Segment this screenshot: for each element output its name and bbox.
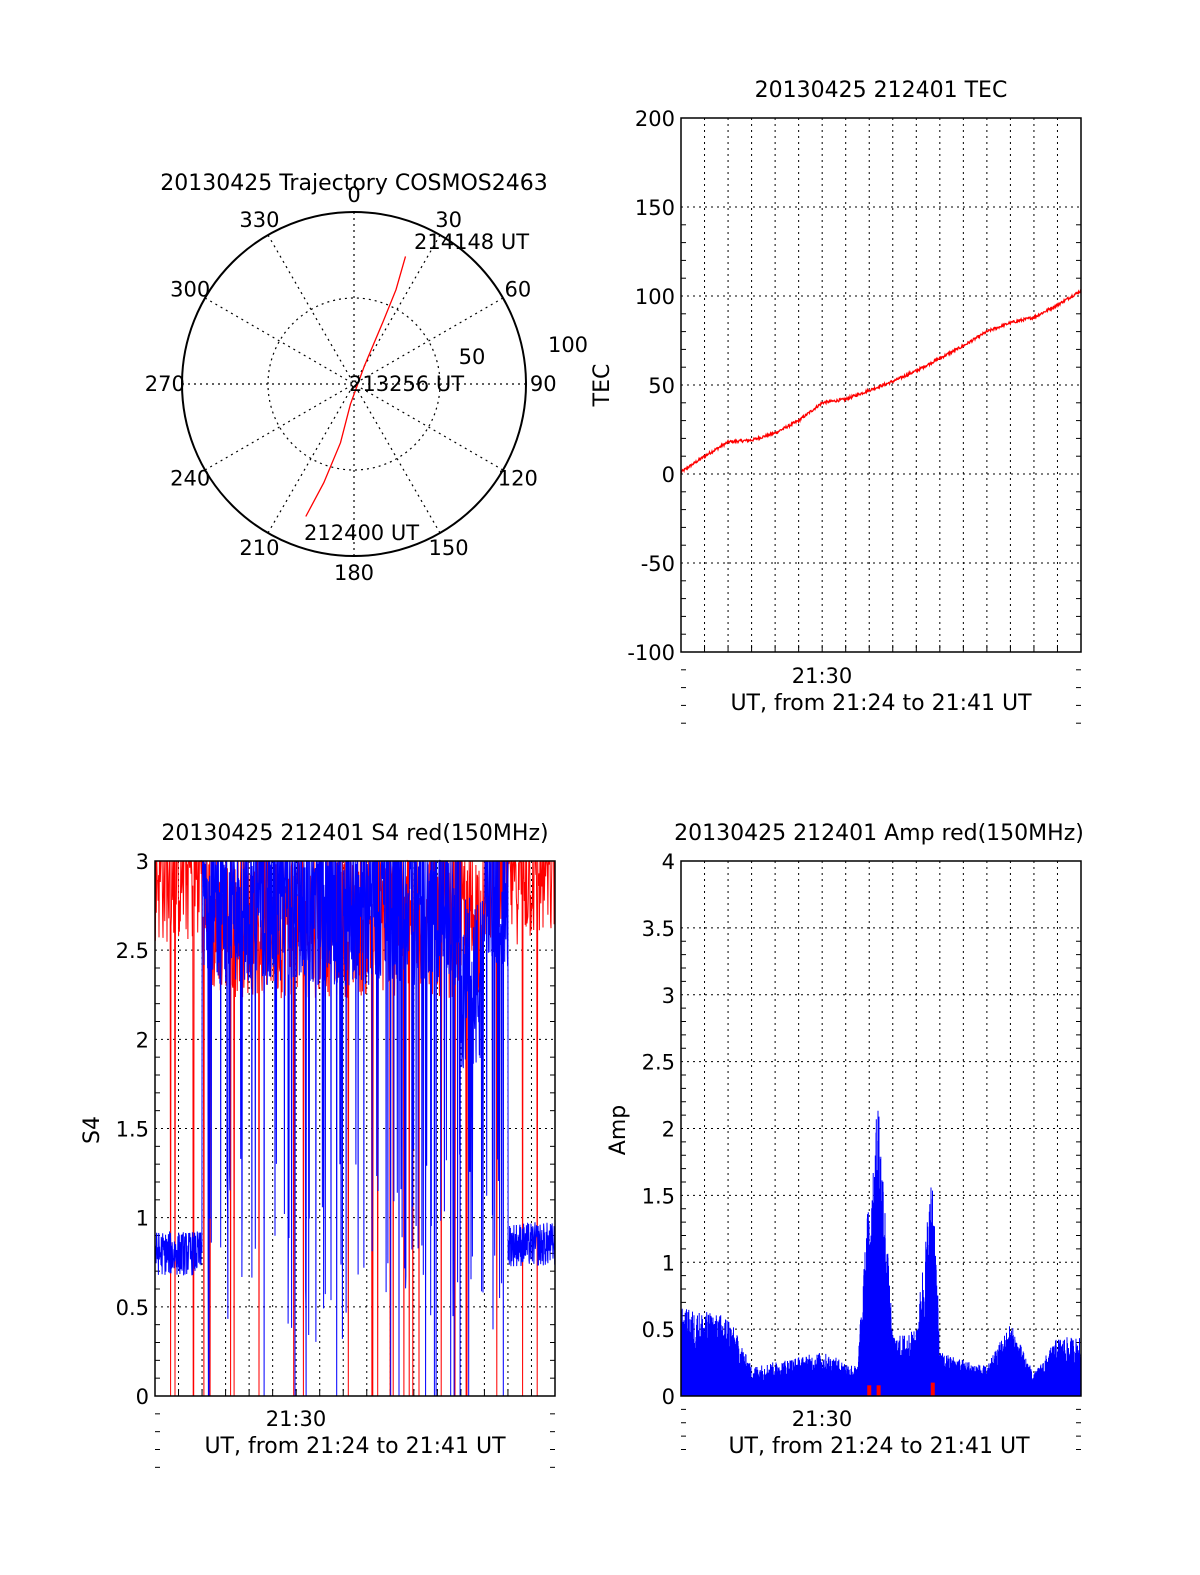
- s4-panel: 20130425 212401 S4 red(150MHz) 3 2.5 2 1.5 1…: [80, 821, 556, 1468]
- polar-panel: 20130425 Trajectory COSMOS2463 0 30 60 90 12…: [145, 171, 588, 585]
- s4-y-tick-label: 1.5: [116, 1118, 149, 1142]
- polar-azimuth-label-240: 240: [170, 467, 210, 491]
- amp-y-axis-label: Amp: [606, 1105, 631, 1155]
- s4-y-tick-labels: 3 2.5 2 1.5 1 0.5 0: [116, 850, 149, 1409]
- s4-grid: [155, 861, 555, 1468]
- amp-y-tick-label: 3: [662, 984, 675, 1008]
- polar-azimuth-label-0: 0: [347, 183, 360, 207]
- s4-y-tick-label: 2.5: [116, 939, 149, 963]
- amp-y-tick-label: 2: [662, 1118, 675, 1142]
- amp-series-traces: [680, 1110, 1082, 1396]
- s4-y-tick-label: 0.5: [116, 1296, 149, 1320]
- polar-azimuth-labels: 0 30 60 90 120 150 180 210 240 270 300 330: [145, 183, 557, 585]
- tec-y-tick-label: 0: [662, 463, 675, 487]
- amp-y-tick-label: 3.5: [642, 917, 675, 941]
- amp-y-tick-labels: 4 3.5 3 2.5 2 1.5 1 0.5 0: [642, 850, 675, 1409]
- polar-azimuth-label-120: 120: [498, 467, 538, 491]
- amp-blue-trace: [680, 1110, 1082, 1396]
- tec-plot-frame: [680, 117, 1082, 653]
- amp-y-tick-label: 4: [662, 850, 675, 874]
- s4-y-tick-label: 2: [136, 1028, 149, 1052]
- polar-azimuth-label-60: 60: [504, 277, 531, 301]
- tec-series-line: [680, 289, 1082, 474]
- polar-annotation-end: 214148 UT: [414, 230, 529, 254]
- polar-azimuth-label-90: 90: [530, 372, 557, 396]
- s4-x-axis-label: UT, from 21:24 to 21:41 UT: [204, 1434, 506, 1459]
- s4-y-tick-label: 0: [136, 1385, 149, 1409]
- tec-y-tick-label: 50: [648, 374, 675, 398]
- polar-azimuth-label-330: 330: [239, 208, 279, 232]
- amp-y-tick-label: 1: [662, 1251, 675, 1275]
- tec-panel: 20130425 212401 TEC 200150100500-50-100 …: [590, 78, 1082, 724]
- s4-blue-trace: [154, 859, 556, 1397]
- s4-y-axis-label: S4: [80, 1116, 105, 1144]
- s4-x-tick-label: 21:30: [266, 1407, 327, 1431]
- polar-azimuth-label-30: 30: [435, 208, 462, 232]
- tec-y-tick-labels: 200 150 100 50 0 -50 -100: [627, 107, 675, 665]
- polar-azimuth-label-180: 180: [334, 561, 374, 585]
- polar-azimuth-label-300: 300: [170, 277, 210, 301]
- amp-x-tick-label: 21:30: [792, 1407, 853, 1431]
- tec-x-axis-label: UT, from 21:24 to 21:41 UT: [730, 691, 1032, 716]
- tec-y-axis-label: TEC: [590, 364, 615, 408]
- polar-radial-label-100: 100: [548, 333, 588, 357]
- amp-title: 20130425 212401 Amp red(150MHz): [674, 821, 1084, 846]
- amp-y-tick-label: 0.5: [642, 1318, 675, 1342]
- polar-annotation-mid: 213256 UT: [349, 372, 464, 396]
- amp-y-tick-label: 2.5: [642, 1051, 675, 1075]
- polar-title: 20130425 Trajectory COSMOS2463: [160, 171, 547, 196]
- amp-red-mark: [876, 1385, 881, 1396]
- tec-x-tick-label: 21:30: [792, 664, 853, 688]
- polar-radial-label-50: 50: [459, 345, 486, 369]
- polar-azimuth-label-150: 150: [429, 536, 469, 560]
- polar-azimuth-label-210: 210: [239, 536, 279, 560]
- polar-azimuth-label-270: 270: [145, 372, 185, 396]
- s4-y-tick-label: 1: [136, 1207, 149, 1231]
- amp-x-axis-label: UT, from 21:24 to 21:41 UT: [728, 1434, 1030, 1459]
- polar-trajectory-line: [305, 256, 407, 517]
- tec-y-tick-label: 200: [635, 107, 675, 131]
- tec-y-tick-label: 150: [635, 196, 675, 220]
- amp-panel: 20130425 212401 Amp red(150MHz) 4 3.5 3 2.5…: [606, 821, 1084, 1459]
- amp-grid: [681, 861, 1081, 1450]
- tec-title: 20130425 212401 TEC: [755, 78, 1008, 103]
- tec-grid: [681, 118, 1081, 724]
- tec-y-tick-label: -100: [627, 641, 675, 665]
- polar-annotation-start: 212400 UT: [304, 521, 419, 545]
- s4-title: 20130425 212401 S4 red(150MHz): [161, 821, 548, 846]
- s4-y-tick-label: 3: [136, 850, 149, 874]
- amp-red-mark: [867, 1385, 872, 1396]
- amp-red-mark: [930, 1382, 935, 1396]
- amp-y-tick-label: 0: [662, 1385, 675, 1409]
- tec-y-tick-label: 100: [635, 285, 675, 309]
- amp-y-tick-label: 1.5: [642, 1184, 675, 1208]
- amp-plot-frame: [680, 860, 1082, 1397]
- tec-y-tick-label: -50: [641, 552, 675, 576]
- s4-plot-frame: [154, 860, 556, 1397]
